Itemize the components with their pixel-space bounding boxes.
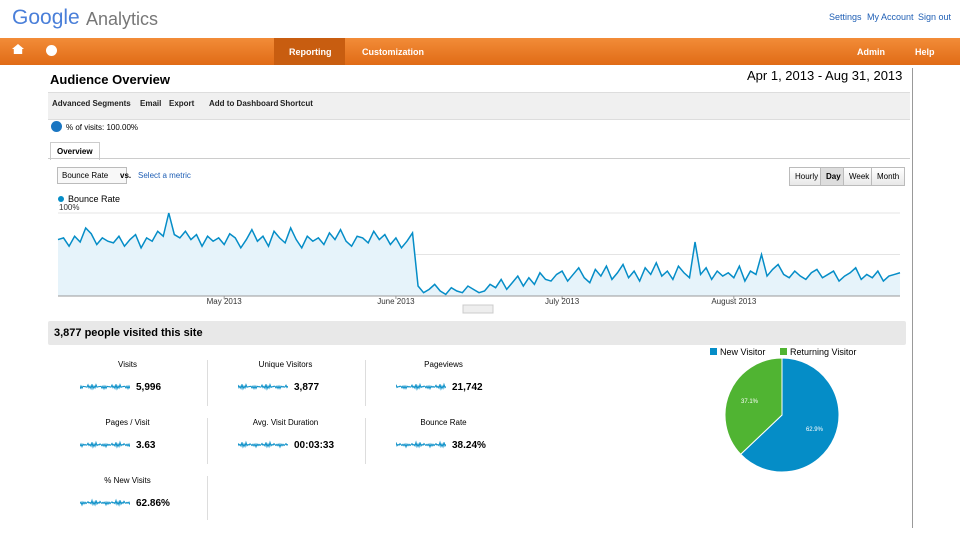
legend-swatch (710, 348, 717, 355)
sparkline (238, 440, 288, 449)
metric-label: Pageviews (424, 360, 463, 369)
logo-analytics: Analytics (86, 9, 159, 29)
metric-label: Unique Visitors (258, 360, 313, 369)
x-tick-label: June 2013 (377, 297, 415, 306)
pie-chart: 62.9% New Visitor 37.1% Returning Visitor (710, 347, 856, 473)
toolbar-item[interactable]: Email (140, 99, 162, 108)
metric-value: 00:03:33 (294, 440, 335, 451)
toolbar (48, 92, 910, 120)
nav-customization[interactable]: Customization (362, 47, 424, 57)
legend-label: Bounce Rate (68, 194, 120, 204)
nav-bar (0, 38, 960, 65)
pie-slice (724, 357, 783, 455)
sparkline-line (80, 383, 130, 391)
active-tab-bg (274, 38, 345, 65)
nav-admin[interactable]: Admin (857, 47, 885, 57)
metric-label: Avg. Visit Duration (252, 418, 319, 427)
sparkline-line (80, 440, 130, 449)
segment-text: % of visits: 100.00% (66, 123, 139, 132)
pie-slice (739, 357, 840, 473)
globe-icon[interactable] (46, 45, 57, 56)
metric-value: 5,996 (136, 382, 162, 393)
settings-link[interactable]: Settings (829, 12, 862, 22)
month-btn[interactable]: Month (871, 167, 906, 186)
metric-label: % New Visits (104, 476, 151, 485)
vs-label: vs. (120, 171, 132, 180)
line (57, 212, 901, 296)
y-tick-label: 100% (59, 203, 79, 212)
metric-label: Pages / Visit (105, 418, 150, 427)
slice-label: 37.1% (741, 399, 759, 405)
slice-label: 62.9% (806, 427, 824, 433)
metric-label: Bounce Rate (420, 418, 467, 427)
metric-label: Visits (118, 360, 137, 369)
nav-reporting[interactable]: Reporting (289, 47, 332, 57)
segment-icon (51, 121, 62, 132)
sparkline-line (238, 440, 288, 449)
legend-label: Returning Visitor (790, 347, 856, 357)
metric-select[interactable]: Bounce Rate (57, 167, 128, 184)
sparkline-line (396, 440, 446, 449)
select-metric[interactable]: Select a metric (138, 171, 191, 180)
x-tick-label: May 2013 (207, 297, 243, 306)
home-icon[interactable] (12, 44, 24, 54)
sparkline (80, 498, 130, 507)
toolbar-item[interactable]: Export (169, 99, 195, 108)
metric-divider (365, 418, 366, 464)
legend-label: New Visitor (720, 347, 765, 357)
metric-divider (207, 360, 208, 406)
signout-link[interactable]: Sign out (918, 12, 952, 22)
chart-toggle (462, 304, 494, 314)
metric-value: 3,877 (294, 382, 320, 393)
sparkline-line (396, 382, 446, 391)
date-range[interactable]: Apr 1, 2013 - Aug 31, 2013 (747, 68, 903, 83)
logo-google: Google (12, 6, 80, 29)
metric-divider (207, 418, 208, 464)
sparkline-line (80, 498, 130, 507)
tab-line (48, 158, 910, 159)
sparkline-line (238, 382, 288, 391)
sparkline (80, 440, 130, 449)
summary-bar (48, 321, 906, 345)
area (58, 213, 900, 296)
metric-divider (365, 360, 366, 406)
x-tick-label: July 2013 (545, 297, 580, 306)
sparkline (396, 440, 446, 449)
legend-swatch (780, 348, 787, 355)
metric-value: 21,742 (452, 382, 483, 393)
summary-title: 3,877 people visited this site (54, 327, 203, 339)
account-link[interactable]: My Account (867, 12, 914, 22)
metric-value: 38.24% (452, 440, 486, 451)
page-title: Audience Overview (50, 72, 170, 87)
x-tick-label: August 2013 (711, 297, 756, 306)
toolbar-item[interactable]: Advanced Segments (52, 99, 131, 108)
sparkline (396, 382, 446, 391)
metric-divider (207, 476, 208, 520)
nav-help[interactable]: Help (915, 47, 935, 57)
tab-overview[interactable]: Overview (50, 142, 100, 160)
right-edge (912, 68, 913, 528)
metric-value: 62.86% (136, 498, 170, 509)
legend-marker (58, 196, 64, 202)
sparkline (80, 383, 130, 391)
toolbar-item[interactable]: Add to Dashboard (209, 99, 279, 108)
sparkline (238, 382, 288, 391)
toolbar-item[interactable]: Shortcut (280, 99, 313, 108)
metric-value: 3.63 (136, 440, 156, 451)
